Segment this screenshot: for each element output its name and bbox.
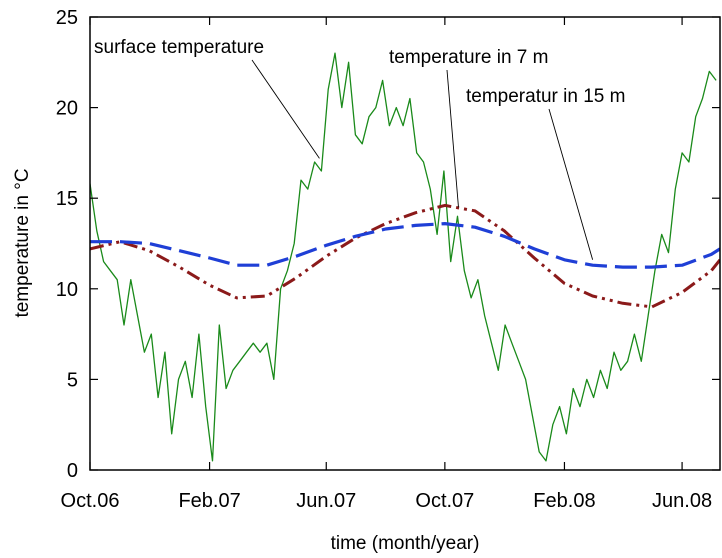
y-tick-label: 25 [56,7,78,29]
x-tick-label: Jun.08 [652,490,712,512]
x-tick-label: Feb.07 [178,490,240,512]
annotation-label: temperatur in 15 m [466,86,625,107]
series-line-surface-temperature [90,52,717,462]
annotation-leader [446,69,459,208]
x-axis-label: time (month/year) [331,533,480,554]
y-tick-label: 0 [67,460,78,482]
x-tick-label: Jun.07 [296,490,356,512]
plot-frame [89,16,721,471]
series-line-temperatur-in-15-m [90,222,720,269]
y-tick-label: 10 [56,279,78,301]
x-tick-label: Oct.07 [415,490,474,512]
x-tick-label: Oct.06 [61,490,120,512]
y-tick-label: 5 [67,369,78,391]
y-tick-label: 15 [56,188,78,210]
annotation-leader [251,59,320,159]
annotation-leader [548,108,594,260]
y-tick-label: 20 [56,98,78,120]
annotation-label: temperature in 7 m [389,47,548,68]
series-line-temperature-in-7-m [90,203,720,309]
annotation-label: surface temperature [94,37,264,58]
y-axis-label: temperature in °C [12,168,33,317]
x-tick-label: Feb.08 [533,490,595,512]
